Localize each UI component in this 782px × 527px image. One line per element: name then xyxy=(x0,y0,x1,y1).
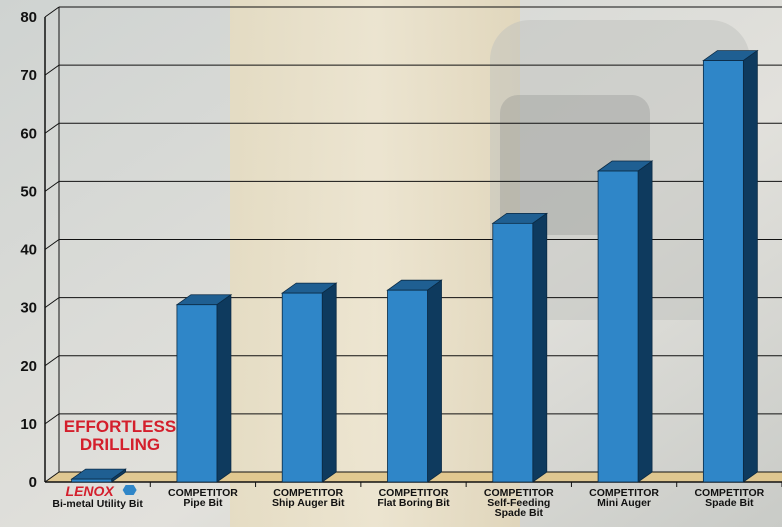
bar xyxy=(492,222,534,483)
y-tick-label: 70 xyxy=(20,67,37,84)
bar xyxy=(176,304,218,483)
y-tick-label: 30 xyxy=(20,300,37,317)
y-tick-label: 10 xyxy=(20,416,37,433)
x-tick-label: COMPETITOR xyxy=(484,487,554,499)
annotation-line1: EFFORTLESS xyxy=(64,417,176,436)
x-tick-label: Spade Bit xyxy=(495,507,544,519)
bar xyxy=(71,478,113,483)
x-tick-label: Flat Boring Bit xyxy=(377,497,450,509)
background-wood-board xyxy=(230,0,520,527)
gridline-diagonal xyxy=(44,122,60,134)
x-tick-label: COMPETITOR xyxy=(379,487,449,499)
gridline-diagonal xyxy=(44,355,60,367)
bar-side xyxy=(321,282,337,483)
gridline-diagonal xyxy=(44,413,60,425)
gridline-diagonal xyxy=(44,471,60,483)
y-tick-label: 50 xyxy=(20,183,37,200)
x-tick-label: COMPETITOR xyxy=(589,487,659,499)
gridline-diagonal xyxy=(44,297,60,309)
x-tick-label: Ship Auger Bit xyxy=(272,497,345,509)
x-tick-label: COMPETITOR xyxy=(694,487,764,499)
gridline-diagonal xyxy=(44,239,60,250)
y-tick-label: 0 xyxy=(29,474,37,491)
bar-side xyxy=(742,49,758,483)
gridline-diagonal xyxy=(44,64,60,76)
y-tick-label: 20 xyxy=(20,358,37,375)
x-tick-label: Pipe Bit xyxy=(183,497,223,509)
x-tick-label: Spade Bit xyxy=(705,497,754,509)
y-tick-label: 40 xyxy=(20,242,37,259)
bar-side xyxy=(532,212,548,483)
x-tick-label: Self-Feeding xyxy=(487,497,550,509)
gridline-diagonal xyxy=(44,180,60,192)
brand-logo-text: LENOX xyxy=(66,483,116,499)
y-tick-label: 60 xyxy=(20,125,37,142)
bar-side xyxy=(216,293,232,483)
bar-side xyxy=(637,160,653,483)
x-tick-label: COMPETITOR xyxy=(168,487,238,499)
x-tick-label: Mini Auger xyxy=(597,497,651,509)
x-tick-label: COMPETITOR xyxy=(273,487,343,499)
bar xyxy=(597,170,639,483)
x-tick-label: Bi-metal Utility Bit xyxy=(52,498,143,510)
gridline-diagonal xyxy=(44,6,60,18)
bar-side xyxy=(427,279,442,483)
brand-logo-mark xyxy=(122,485,137,495)
bar xyxy=(281,292,323,483)
bar xyxy=(387,289,428,483)
y-tick-label: 80 xyxy=(20,9,37,26)
annotation-line2: DRILLING xyxy=(80,435,160,454)
bar xyxy=(702,60,744,483)
